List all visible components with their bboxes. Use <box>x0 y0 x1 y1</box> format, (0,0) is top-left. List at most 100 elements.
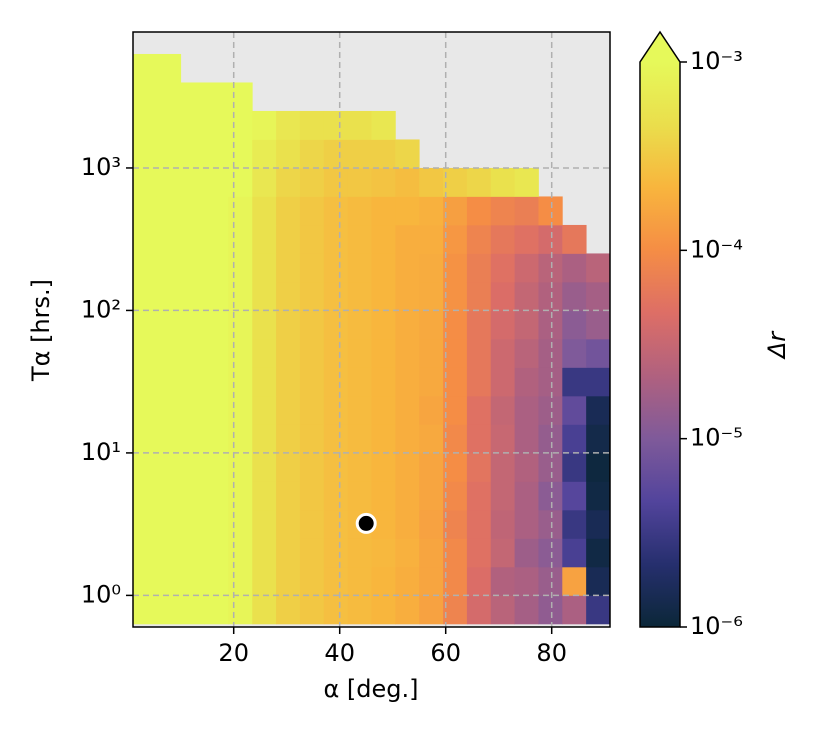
heatmap-cell <box>133 481 158 511</box>
heatmap-cell <box>204 566 229 596</box>
heatmap-cell <box>323 566 349 596</box>
heatmap-cell <box>299 281 325 311</box>
heatmap-cell <box>180 452 205 482</box>
heatmap-cell <box>514 452 539 482</box>
heatmap-cell <box>156 424 182 454</box>
heatmap-cell <box>347 452 372 482</box>
heatmap-cell <box>466 395 492 425</box>
heatmap-cell <box>133 310 158 340</box>
heatmap-cell <box>276 566 301 596</box>
heatmap-cell <box>204 167 229 197</box>
heatmap-cell <box>228 566 253 596</box>
heatmap-cell <box>323 167 349 197</box>
heatmap-cell <box>156 395 182 425</box>
heatmap-cell <box>443 395 468 425</box>
heatmap-cell <box>395 310 420 340</box>
heatmap-cell <box>347 310 372 340</box>
heatmap-cell <box>443 196 468 226</box>
heatmap-cell <box>347 139 372 169</box>
heatmap-cell <box>204 139 229 169</box>
heatmap-cell <box>180 196 205 226</box>
heatmap-cell <box>228 395 253 425</box>
heatmap-cell <box>156 338 182 368</box>
heatmap-cell <box>204 196 229 226</box>
heatmap-cell <box>133 139 158 169</box>
heatmap-cell <box>538 595 563 625</box>
heatmap-cell <box>204 481 229 511</box>
heatmap-cell <box>490 367 515 397</box>
heatmap-cell <box>133 367 158 397</box>
plot-frame <box>132 31 611 628</box>
heatmap-cell <box>586 538 610 568</box>
heatmap-cell <box>371 281 396 311</box>
heatmap-cell <box>276 253 301 283</box>
heatmap-cell <box>538 481 563 511</box>
heatmap-cell <box>395 338 420 368</box>
heatmap-cell <box>204 595 229 625</box>
colorbar-label: Δr <box>763 330 791 360</box>
heatmap-cell <box>133 281 158 311</box>
heatmap-cell <box>276 196 301 226</box>
heatmap-cell <box>466 566 492 596</box>
heatmap-cell <box>252 566 277 596</box>
heatmap-cell <box>514 595 539 625</box>
heatmap-cell <box>204 253 229 283</box>
heatmap-cell <box>156 509 182 539</box>
heatmap-cell <box>204 452 229 482</box>
heatmap-cell <box>443 481 468 511</box>
heatmap-cell <box>133 167 158 197</box>
heatmap-cell <box>371 196 396 226</box>
heatmap-cell <box>276 224 301 254</box>
heatmap-cell <box>490 338 515 368</box>
heatmap-cell <box>371 481 396 511</box>
y-tick-label: 10² <box>81 295 121 323</box>
heatmap-cell <box>347 481 372 511</box>
heatmap-cell <box>156 53 182 83</box>
heatmap-cell <box>276 538 301 568</box>
heatmap-cell <box>323 481 349 511</box>
heatmap-cell <box>538 281 563 311</box>
heatmap-cell <box>347 110 372 140</box>
heatmap-cell <box>586 566 610 596</box>
heatmap-cell <box>156 281 182 311</box>
heatmap-cell <box>133 395 158 425</box>
heatmap-cell <box>347 566 372 596</box>
heatmap-cell <box>180 538 205 568</box>
heatmap-cell <box>443 167 468 197</box>
heatmap-cell <box>371 566 396 596</box>
heatmap-cell <box>490 281 515 311</box>
heatmap-cell <box>228 110 253 140</box>
heatmap-cell <box>156 310 182 340</box>
heatmap-cell <box>228 481 253 511</box>
heatmap-cell <box>204 367 229 397</box>
heatmap-cell <box>395 424 420 454</box>
heatmap-cell <box>562 395 587 425</box>
heatmap-cell <box>443 566 468 596</box>
heatmap-cell <box>180 395 205 425</box>
heatmap-cell <box>204 82 229 112</box>
heatmap-cell <box>133 224 158 254</box>
heatmap-cell <box>443 224 468 254</box>
colorbar-extend <box>640 32 680 62</box>
heatmap-cell <box>180 509 205 539</box>
heatmap-cell <box>180 310 205 340</box>
heatmap-cell <box>395 595 420 625</box>
heatmap-cell <box>323 595 349 625</box>
heatmap-cell <box>299 167 325 197</box>
heatmap-cell <box>371 167 396 197</box>
heatmap-cell <box>419 509 444 539</box>
colorbar-frame <box>639 30 681 628</box>
heatmap-cell <box>133 509 158 539</box>
heatmap-cell <box>204 395 229 425</box>
heatmap-cell <box>395 167 420 197</box>
heatmap-cell <box>133 196 158 226</box>
heatmap-cell <box>347 224 372 254</box>
colorbar-tick-label: 10⁻³ <box>690 47 743 75</box>
heatmap-cell <box>323 395 349 425</box>
heatmap-cell <box>133 424 158 454</box>
heatmap-cell <box>156 196 182 226</box>
heatmap-cell <box>228 338 253 368</box>
heatmap-cell <box>586 509 610 539</box>
heatmap-cell <box>466 595 492 625</box>
heatmap-cell <box>252 196 277 226</box>
